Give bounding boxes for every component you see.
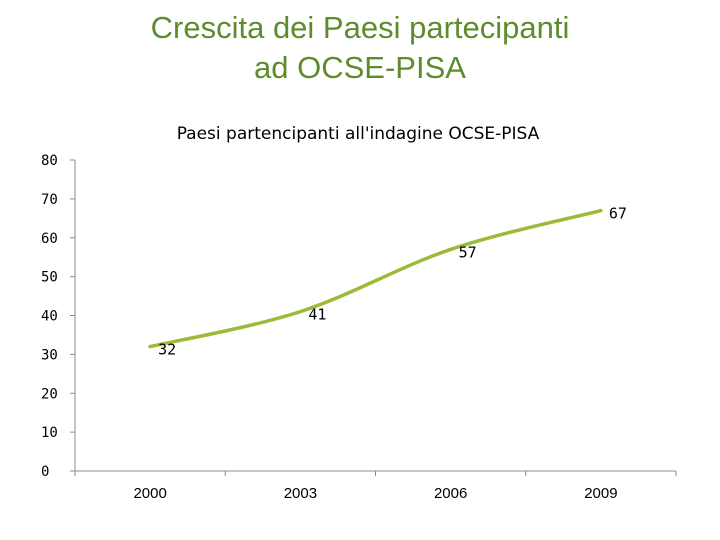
chart-axes [74, 160, 676, 472]
y-tick-label: 0 [41, 464, 49, 480]
y-axis-ticks: 0 10 20 30 40 50 60 70 80 [41, 153, 75, 480]
x-tick-label: 2006 [434, 485, 467, 502]
slide-title-line-1: Crescita dei Paesi partecipanti [150, 10, 570, 45]
data-label: 41 [308, 306, 326, 324]
y-tick-label: 50 [41, 270, 58, 286]
data-label: 67 [609, 205, 627, 223]
series-line [148, 208, 603, 349]
data-label: 57 [459, 243, 477, 261]
y-tick-label: 30 [41, 347, 58, 363]
chart-title: Paesi partencipanti all'indagine OCSE-PI… [177, 124, 540, 144]
x-tick-label: 2009 [584, 485, 617, 502]
slide-title-line-2: ad OCSE-PISA [254, 50, 466, 85]
y-tick-label: 20 [41, 386, 58, 402]
y-tick-label: 60 [41, 231, 58, 247]
x-axis-labels: 2000 2003 2006 2009 [74, 471, 677, 502]
y-tick-label: 10 [41, 425, 58, 441]
x-tick-label: 2003 [284, 485, 317, 502]
data-label: 32 [158, 341, 176, 359]
x-tick-label: 2000 [133, 485, 166, 502]
data-labels: 32 41 57 67 [158, 205, 627, 359]
series-group [148, 208, 603, 349]
y-tick-label: 40 [41, 309, 58, 325]
y-tick-label: 70 [41, 192, 58, 208]
y-tick-label: 80 [41, 153, 58, 169]
slide-title: Crescita dei Paesi partecipanti ad OCSE-… [0, 8, 720, 88]
